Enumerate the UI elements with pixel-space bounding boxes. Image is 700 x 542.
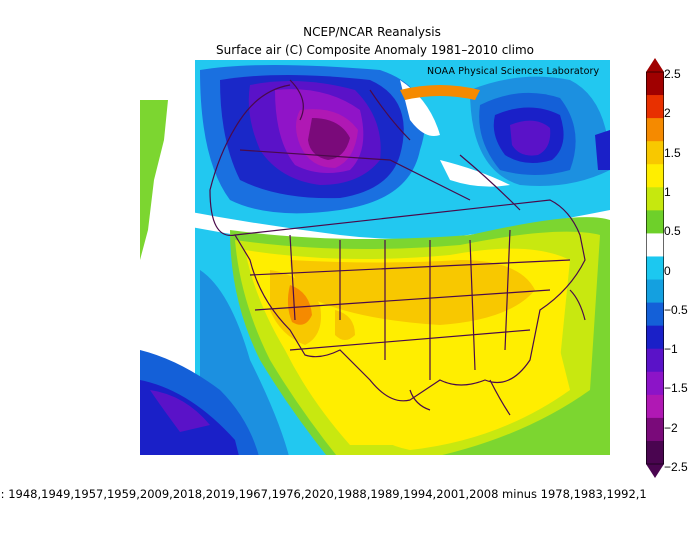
colorbar-swatch [646, 279, 664, 304]
colorbar-swatch [646, 164, 664, 188]
colorbar-tick-label: 2 [664, 106, 671, 121]
map-subtitle: Surface air (C) Composite Anomaly 1981–2… [215, 43, 535, 57]
colorbar-swatch [646, 118, 664, 142]
colorbar-tick-label: 1 [664, 184, 671, 199]
composite-years-caption: pr : 1948,1949,1957,1959,2009,2018,2019,… [0, 487, 647, 501]
credit-label: NOAA Physical Sciences Laboratory [427, 66, 600, 77]
anomaly-map [140, 60, 610, 460]
political-boundaries [209, 79, 586, 416]
colorbar-tick-label: −1.5 [664, 381, 688, 396]
colorbar-swatch [646, 187, 664, 211]
colorbar-swatch [646, 325, 664, 350]
colorbar-swatch [646, 417, 664, 442]
colorbar-swatch [646, 233, 664, 257]
colorbar-tick-label: −2 [664, 420, 678, 435]
colorbar-tick-label: 0 [664, 263, 671, 278]
colorbar-swatch [646, 371, 664, 396]
colorbar-swatch [646, 141, 664, 165]
colorbar-bottom-arrow [646, 464, 664, 478]
colorbar-swatch [646, 348, 664, 373]
colorbar-tick-label: 1.5 [664, 145, 681, 160]
colorbar-swatch [646, 95, 664, 119]
colorbar-swatch [646, 302, 664, 327]
colorbar-tick-label: 2.5 [664, 67, 681, 81]
colorbar-swatch [646, 394, 664, 419]
colorbar-top-arrow [646, 58, 664, 72]
colorbar-tick-label: −2.5 [664, 460, 688, 474]
map-title: NCEP/NCAR Reanalysis [303, 25, 441, 39]
colorbar-swatch [646, 72, 664, 96]
colorbar-tick-label: −0.5 [664, 302, 688, 317]
colorbar [646, 58, 664, 478]
colorbar-tick-label: −1 [664, 342, 678, 357]
colorbar-tick-label: 0.5 [664, 224, 681, 239]
colorbar-swatch [646, 256, 664, 281]
colorbar-swatch [646, 210, 664, 234]
colorbar-swatch [646, 440, 664, 465]
